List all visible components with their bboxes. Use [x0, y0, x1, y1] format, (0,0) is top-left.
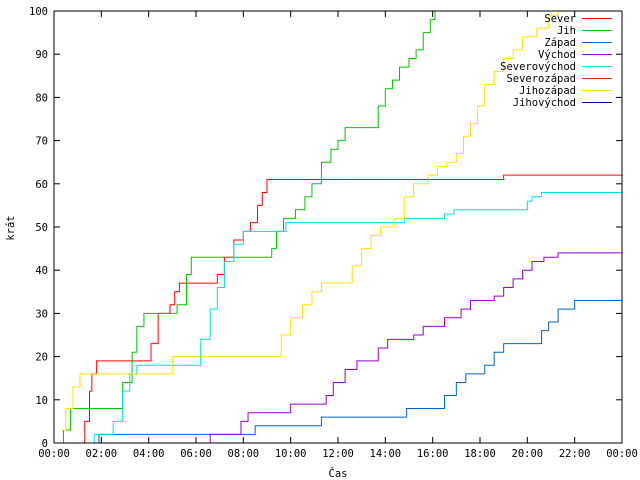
x-tick-label: 16:00 [417, 448, 449, 460]
x-tick-label: 00:00 [606, 448, 638, 460]
legend-label: Sever [544, 13, 576, 25]
y-tick-label: 50 [35, 222, 48, 234]
x-tick-label: 14:00 [370, 448, 402, 460]
y-tick-label: 20 [35, 352, 48, 364]
legend-label: Západ [544, 37, 576, 49]
x-tick-label: 22:00 [559, 448, 591, 460]
y-tick-label: 30 [35, 308, 48, 320]
tick-marks [53, 10, 623, 444]
legend-label: Jih [557, 25, 576, 37]
y-tick-label: 70 [35, 136, 48, 148]
x-tick-labels: 00:00 02:00 04:00 06:00 08:00 10:00 12:00 14:00… [38, 448, 638, 460]
x-tick-label: 10:00 [275, 448, 307, 460]
x-tick-label: 20:00 [512, 448, 544, 460]
y-tick-label: 90 [35, 49, 48, 61]
series-line-jih [58, 10, 622, 444]
x-axis-label: Čas [329, 467, 348, 480]
x-tick-label: 18:00 [464, 448, 496, 460]
series-line-sever [80, 174, 622, 444]
legend: SeverJihZápadVýchodSeverovýchodSeverozáp… [500, 13, 612, 109]
legend-label: Severozápad [506, 73, 576, 85]
series-line-jihozapad [61, 10, 622, 431]
series-line-vychod [207, 252, 622, 444]
x-tick-label: 12:00 [322, 448, 354, 460]
y-tick-label: 60 [35, 179, 48, 191]
x-tick-label: 00:00 [38, 448, 70, 460]
y-tick-labels: 0 10 20 30 40 50 60 70 80 90 100 [29, 6, 48, 450]
y-tick-label: 10 [35, 395, 48, 407]
y-tick-label: 0 [42, 438, 48, 450]
x-tick-label: 08:00 [228, 448, 260, 460]
x-tick-label: 04:00 [133, 448, 165, 460]
plot-frame [53, 10, 623, 444]
y-tick-label: 100 [29, 6, 48, 18]
x-tick-label: 02:00 [86, 448, 118, 460]
legend-label: Severovýchod [500, 61, 576, 73]
series-lines [58, 10, 622, 444]
series-line-zapad [96, 299, 622, 444]
y-axis-label: krát [5, 215, 17, 240]
legend-label: Jihozápad [519, 85, 576, 97]
x-tick-label: 06:00 [180, 448, 212, 460]
series-line-severovychod [89, 191, 622, 444]
legend-label: Východ [538, 49, 576, 61]
y-tick-label: 40 [35, 265, 48, 277]
legend-label: Jihovýchod [513, 97, 576, 109]
y-tick-label: 80 [35, 92, 48, 104]
